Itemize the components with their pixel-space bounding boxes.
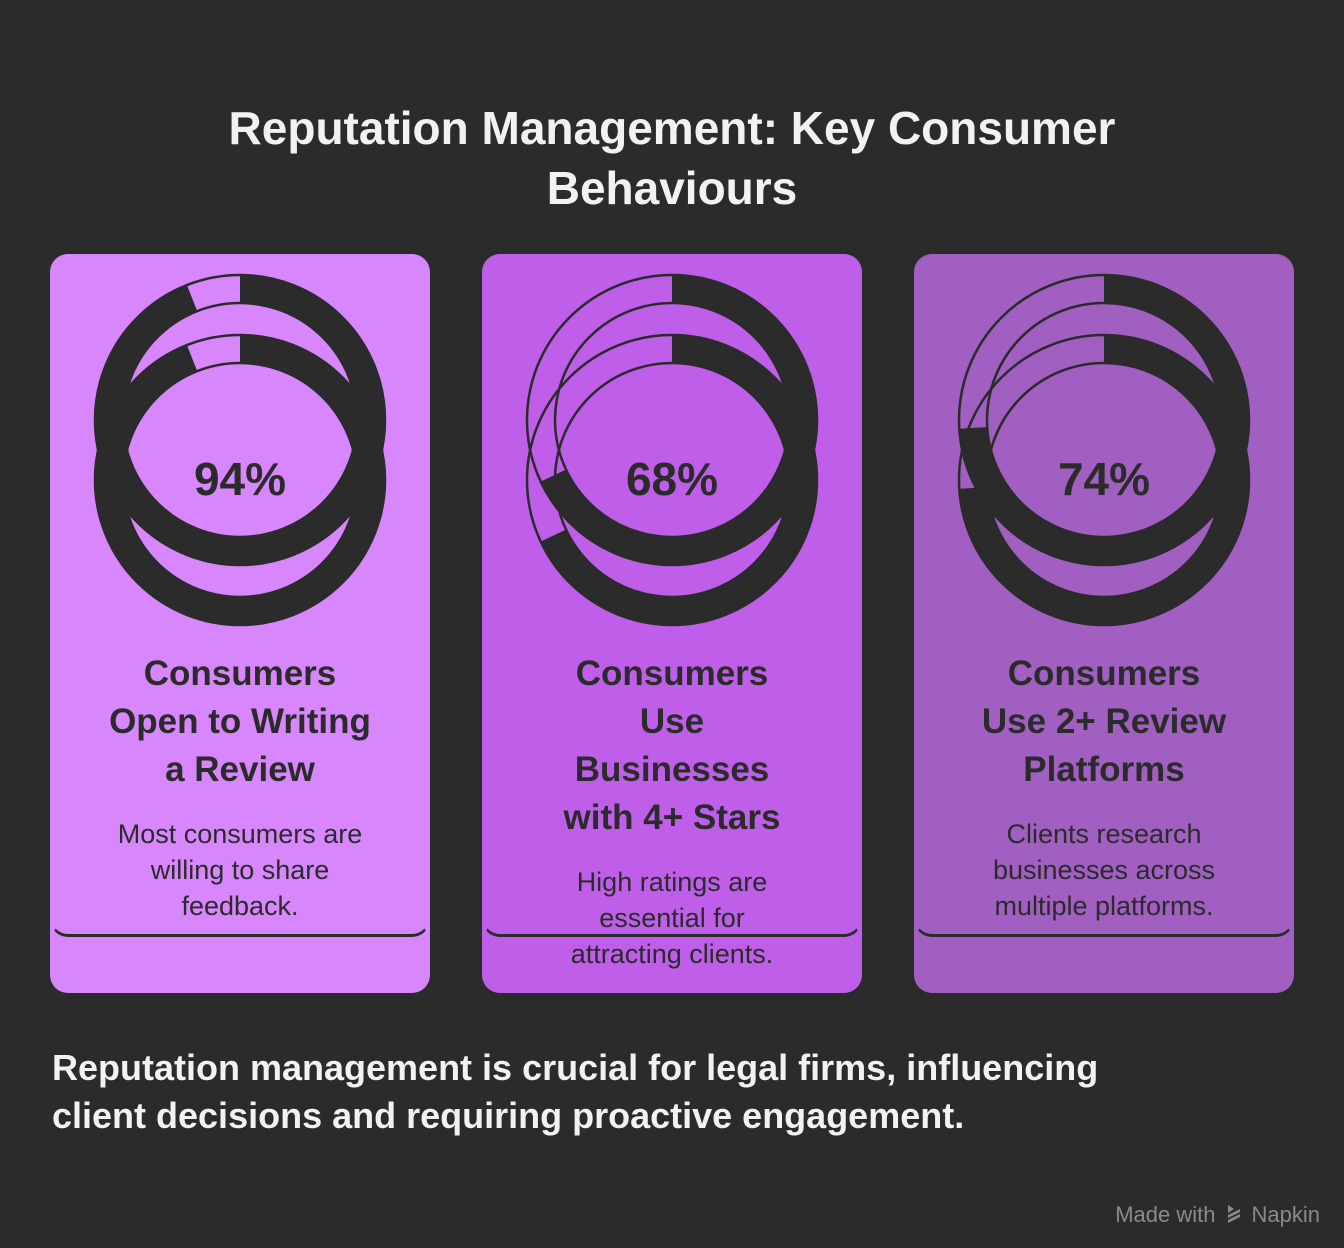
- card-heading: Consumers Use Businesses with 4+ Stars: [563, 654, 781, 837]
- brand-prefix: Made with: [1115, 1202, 1216, 1227]
- card-four-stars: 68% Consumers Use Businesses with 4+ Stars …: [482, 254, 862, 993]
- title-line: Behaviours: [546, 162, 798, 214]
- page-title: Reputation Management: Key Consumer Beha…: [0, 98, 1344, 218]
- card-description: Clients research businesses across multipl…: [992, 819, 1216, 921]
- percent-arc: [958, 334, 1250, 626]
- percent-arc: [526, 274, 818, 566]
- percent-arc: [94, 334, 386, 626]
- percent-value: 94%: [193, 453, 287, 505]
- card-heading: Consumers Use 2+ Review Platforms: [981, 654, 1227, 789]
- percent-value: 68%: [625, 453, 719, 505]
- percent-arc: [526, 334, 818, 626]
- napkin-logo-icon: [1227, 1205, 1240, 1223]
- title-line: Reputation Management: Key Consumer: [228, 102, 1116, 154]
- percent-value: 74%: [1057, 453, 1151, 505]
- donut-rings: [525, 273, 819, 627]
- donut-rings: [957, 273, 1251, 627]
- card-top-panel: [914, 254, 1294, 937]
- donut-rings: [93, 273, 387, 627]
- card-heading: Consumers Open to Writing a Review: [109, 654, 371, 789]
- card-description: Most consumers are willing to share feedba…: [117, 819, 363, 921]
- card-top-panel: [482, 254, 862, 937]
- percent-arc: [94, 274, 386, 566]
- made-with-napkin-badge[interactable]: Made with Napkin: [1115, 1202, 1320, 1228]
- card-review-platforms: 74% Consumers Use 2+ Review Platforms Clie…: [914, 254, 1294, 993]
- card-description: High ratings are essential for attracting …: [570, 867, 774, 969]
- card-top-panel: [50, 254, 430, 937]
- summary-text: Reputation management is crucial for leg…: [52, 1047, 1099, 1136]
- card-writing-review: 94% Consumers Open to Writing a Review Mos…: [50, 254, 430, 993]
- percent-arc: [958, 274, 1250, 566]
- brand-name: Napkin: [1251, 1202, 1320, 1227]
